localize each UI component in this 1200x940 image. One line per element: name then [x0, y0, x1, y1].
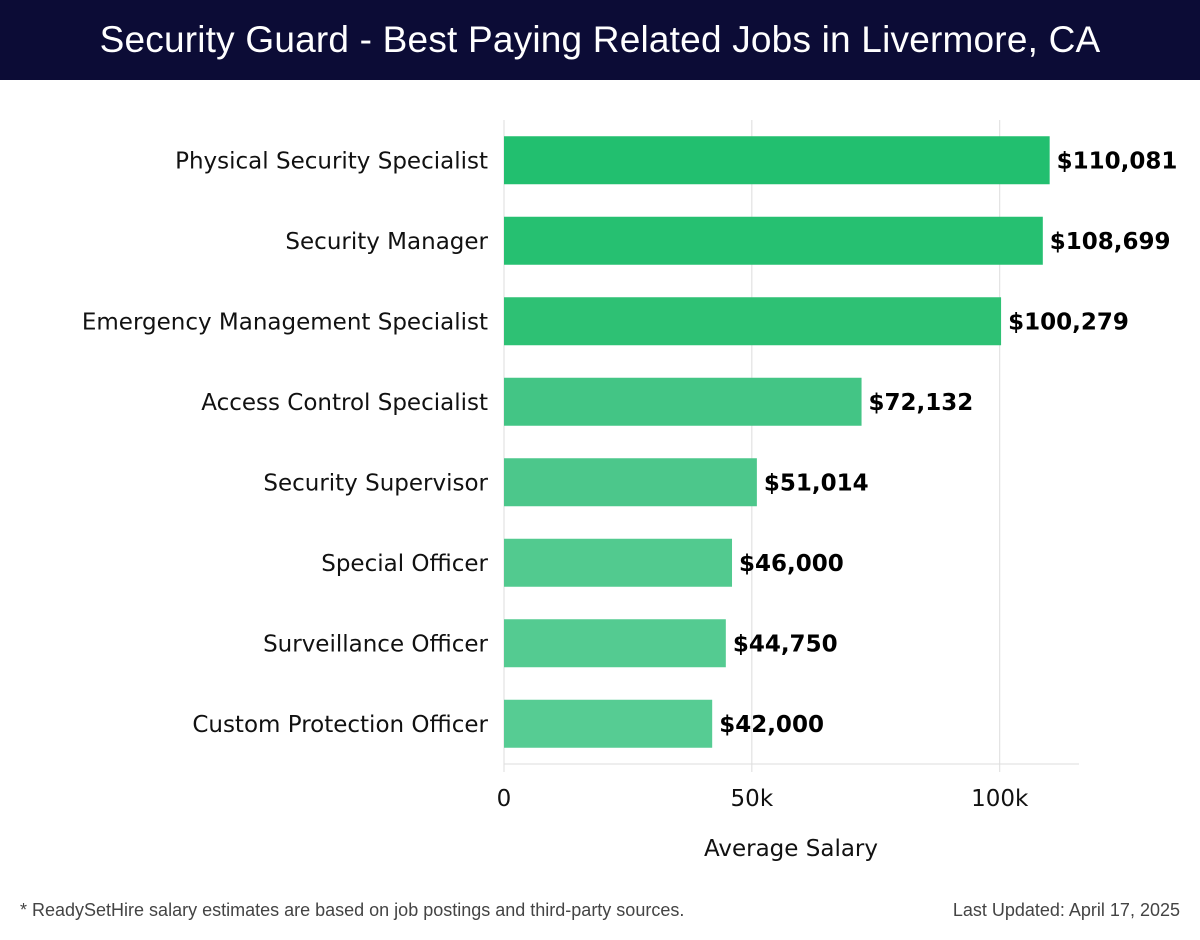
footer-disclaimer: * ReadySetHire salary estimates are base…: [20, 900, 685, 920]
value-label: $42,000: [719, 712, 824, 738]
category-label: Custom Protection Officer: [192, 712, 488, 738]
bar: [504, 136, 1050, 185]
x-tick-label: 0: [497, 786, 512, 812]
value-label: $72,132: [869, 390, 974, 416]
category-label: Security Manager: [285, 229, 488, 255]
value-label: $100,279: [1008, 309, 1129, 335]
footer-last-updated: Last Updated: April 17, 2025: [952, 900, 1180, 920]
title-banner: Security Guard - Best Paying Related Job…: [0, 0, 1200, 80]
bar: [504, 458, 757, 507]
bar: [504, 297, 1002, 346]
bar: [504, 699, 713, 748]
category-label: Access Control Specialist: [201, 390, 488, 416]
category-label: Security Supervisor: [263, 470, 488, 496]
bar: [504, 377, 862, 426]
category-label: Surveillance Officer: [263, 631, 488, 657]
category-label: Special Officer: [321, 551, 488, 577]
x-axis-title: Average Salary: [704, 836, 878, 862]
page-title: Security Guard - Best Paying Related Job…: [99, 19, 1101, 60]
value-label: $51,014: [764, 470, 869, 496]
value-label: $108,699: [1050, 229, 1171, 255]
bar: [504, 619, 726, 668]
bar: [504, 216, 1043, 265]
value-label: $44,750: [733, 631, 838, 657]
salary-bar-chart: Physical Security Specialist $110,081 Secu…: [82, 120, 1178, 862]
x-tick-label: 50k: [731, 786, 774, 812]
value-label: $110,081: [1057, 148, 1178, 174]
category-label: Physical Security Specialist: [175, 148, 488, 174]
x-tick-label: 100k: [971, 786, 1029, 812]
bar: [504, 538, 733, 587]
category-label: Emergency Management Specialist: [82, 309, 488, 335]
value-label: $46,000: [739, 551, 844, 577]
